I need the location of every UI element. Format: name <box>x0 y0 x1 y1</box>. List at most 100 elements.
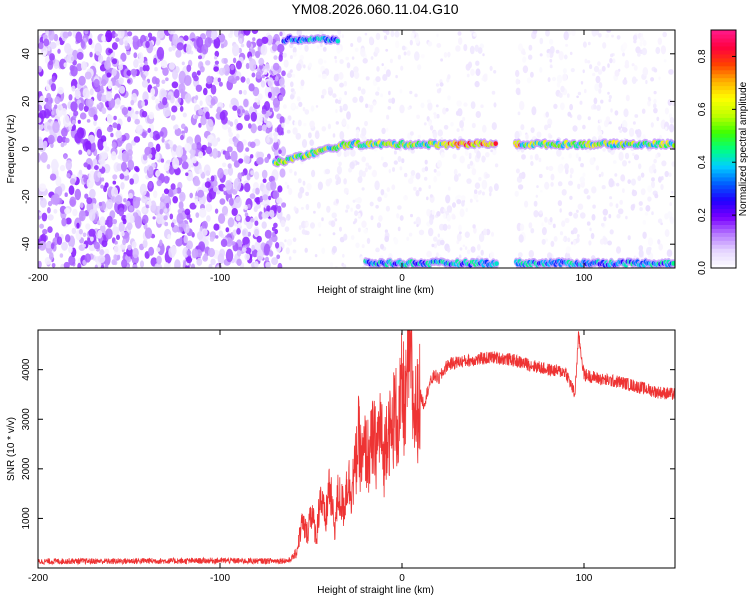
heatmap-noise-cell <box>348 167 352 173</box>
x-tick-label: -200 <box>28 273 48 284</box>
heatmap-noise-cell <box>141 195 148 204</box>
heatmap-noise-cell <box>87 149 91 155</box>
heatmap-noise-cell <box>184 208 191 216</box>
heatmap-noise-cell <box>292 90 296 95</box>
heatmap-noise-cell <box>421 167 426 173</box>
heatmap-noise-cell <box>116 234 120 241</box>
heatmap-noise-cell <box>265 261 271 268</box>
heatmap-noise-cell <box>47 45 51 52</box>
heatmap-noise-cell <box>377 196 382 202</box>
heatmap-noise-cell <box>261 36 269 44</box>
heatmap-noise-cell <box>142 239 148 248</box>
heatmap-noise-cell <box>462 244 466 248</box>
heatmap-noise-cell <box>335 98 339 104</box>
heatmap-noise-cell <box>129 215 135 224</box>
heatmap-noise-cell <box>466 73 470 78</box>
heatmap-noise-cell <box>579 100 583 105</box>
heatmap-noise-cell <box>163 215 168 221</box>
heatmap-noise-cell <box>660 45 667 55</box>
heatmap-noise-cell <box>288 256 292 261</box>
heatmap-noise-cell <box>458 224 462 232</box>
heatmap-noise-cell <box>117 30 125 39</box>
heatmap-noise-cell <box>442 223 448 231</box>
heatmap-noise-cell <box>112 180 117 185</box>
heatmap-noise-cell <box>369 201 374 207</box>
heatmap-noise-cell <box>64 207 71 215</box>
heatmap-noise-cell <box>231 208 238 216</box>
heatmap-noise-cell <box>415 36 420 44</box>
colorbar-segment <box>711 196 736 202</box>
heatmap-noise-cell <box>493 102 497 108</box>
heatmap-noise-cell <box>210 175 215 182</box>
heatmap-noise-cell <box>567 111 572 117</box>
heatmap-noise-cell <box>407 178 414 184</box>
heatmap-noise-cell <box>306 182 312 191</box>
heatmap-noise-cell <box>459 155 465 164</box>
heatmap-noise-cell <box>254 220 259 226</box>
heatmap-noise-cell <box>473 32 477 37</box>
heatmap-noise-cell <box>61 241 68 251</box>
heatmap-noise-cell <box>598 88 602 94</box>
heatmap-noise-cell <box>138 52 144 60</box>
x-tick-label: -100 <box>210 273 230 284</box>
heatmap-noise-cell <box>339 226 342 232</box>
heatmap-noise-cell <box>236 249 242 257</box>
heatmap-noise-cell <box>53 208 58 214</box>
heatmap-noise-cell <box>361 156 367 163</box>
heatmap-noise-cell <box>470 68 475 76</box>
heatmap-noise-cell <box>155 133 161 140</box>
heatmap-noise-cell <box>227 163 232 169</box>
heatmap-noise-cell <box>375 204 379 209</box>
heatmap-noise-cell <box>598 173 602 178</box>
heatmap-noise-cell <box>443 208 446 213</box>
heatmap-noise-cell <box>88 107 96 118</box>
heatmap-noise-cell <box>100 184 104 189</box>
x-tick-label: -100 <box>210 573 230 584</box>
heatmap-noise-cell <box>175 49 182 58</box>
colorbar-segment <box>711 172 736 178</box>
heatmap-noise-cell <box>164 221 169 227</box>
heatmap-noise-cell <box>70 56 75 61</box>
heatmap-noise-cell <box>261 108 267 115</box>
heatmap-noise-cell <box>116 163 123 172</box>
heatmap-noise-cell <box>265 256 269 262</box>
heatmap-noise-cell <box>545 238 548 242</box>
heatmap-noise-cell <box>82 88 90 99</box>
heatmap-noise-cell <box>165 110 172 117</box>
colorbar-segment <box>711 105 736 110</box>
heatmap-noise-cell <box>250 111 257 122</box>
heatmap-noise-cell <box>431 243 435 248</box>
heatmap-noise-cell <box>89 88 94 96</box>
heatmap-noise-cell <box>591 186 597 194</box>
heatmap-noise-cell <box>160 158 165 163</box>
heatmap-noise-cell <box>112 218 118 225</box>
heatmap-noise-cell <box>389 58 393 64</box>
heatmap-noise-cell <box>112 226 120 236</box>
heatmap-noise-cell <box>127 116 131 123</box>
heatmap-noise-cell <box>232 229 237 236</box>
heatmap-noise-cell <box>119 59 123 65</box>
heatmap-noise-cell <box>68 185 75 196</box>
heatmap-noise-cell <box>651 181 655 189</box>
heatmap-noise-cell <box>436 43 442 48</box>
heatmap-noise-cell <box>199 207 207 218</box>
heatmap-noise-cell <box>305 221 309 227</box>
heatmap-noise-cell <box>273 131 279 138</box>
heatmap-noise-cell <box>473 227 477 234</box>
heatmap-noise-cell <box>382 161 388 168</box>
heatmap-noise-cell <box>560 102 565 111</box>
heatmap-noise-cell <box>631 189 638 197</box>
heatmap-noise-cell <box>236 258 242 266</box>
heatmap-noise-cell <box>650 122 654 128</box>
heatmap-noise-cell <box>388 169 391 174</box>
heatmap-noise-cell <box>180 88 184 95</box>
heatmap-noise-cell <box>356 197 362 204</box>
heatmap-noise-cell <box>326 205 331 213</box>
colorbar-segment <box>711 33 736 39</box>
heatmap-noise-cell <box>180 134 184 141</box>
heatmap-noise-cell <box>41 212 48 222</box>
heatmap-noise-cell <box>281 70 286 77</box>
heatmap-noise-cell <box>657 239 661 245</box>
heatmap-noise-cell <box>115 130 122 139</box>
heatmap-noise-cell <box>352 221 356 225</box>
